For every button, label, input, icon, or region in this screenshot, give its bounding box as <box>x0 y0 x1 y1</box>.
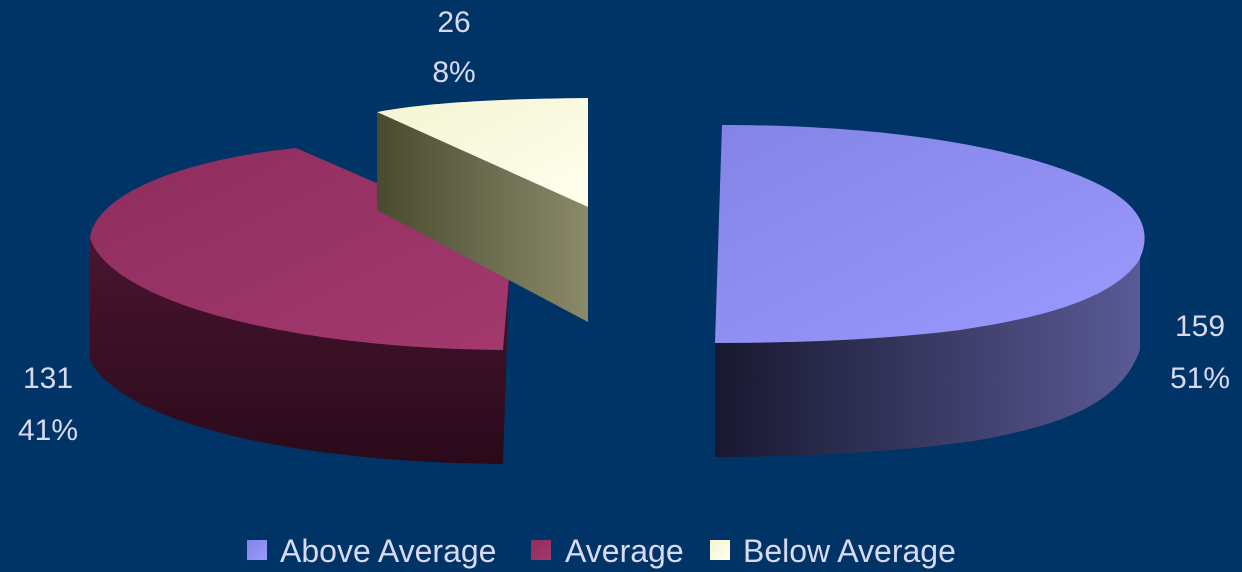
data-label-value: 159 <box>1175 310 1225 343</box>
legend-swatch-below-average <box>710 540 730 560</box>
pie-slice-above-average <box>715 125 1145 343</box>
data-label-average: 131 41% <box>18 362 78 447</box>
legend-label-average: Average <box>565 533 684 569</box>
legend-item-below-average: Below Average <box>710 533 956 569</box>
pie-slice-side-above-average <box>715 232 1140 457</box>
data-label-value: 26 <box>437 6 470 39</box>
legend-swatch-average <box>531 540 551 560</box>
pie-slice-side-below-average <box>377 112 588 322</box>
data-label-above-average: 159 51% <box>1170 310 1230 395</box>
data-label-percent: 41% <box>18 414 78 447</box>
legend-label-below-average: Below Average <box>743 533 956 569</box>
pie-slice-side-average <box>90 238 510 464</box>
data-label-below-average: 26 8% <box>432 6 475 89</box>
data-label-percent: 8% <box>432 56 475 89</box>
data-label-percent: 51% <box>1170 362 1230 395</box>
legend: Above Average Average Below Average <box>247 533 956 569</box>
pie-slice-below-average <box>377 98 588 207</box>
legend-item-above-average: Above Average <box>247 533 496 569</box>
legend-swatch-above-average <box>247 540 267 560</box>
legend-label-above-average: Above Average <box>280 533 496 569</box>
data-label-value: 131 <box>23 362 73 395</box>
legend-item-average: Average <box>531 533 684 569</box>
